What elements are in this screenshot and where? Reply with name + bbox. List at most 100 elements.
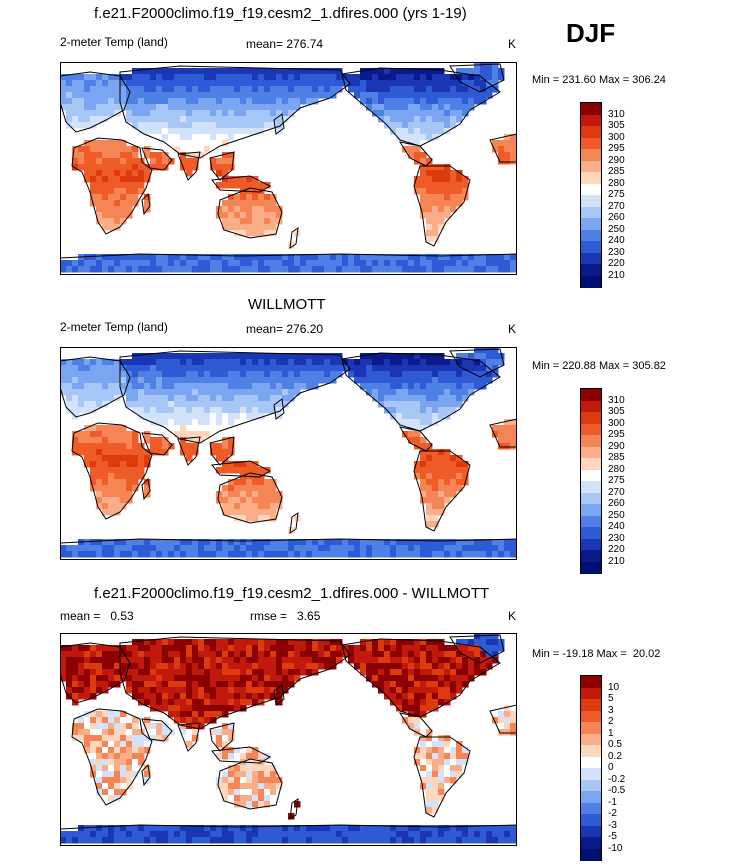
grid-cell <box>222 80 229 87</box>
grid-cell <box>162 735 169 742</box>
grid-cell <box>144 825 151 832</box>
grid-cell <box>90 551 97 558</box>
coastline-africa <box>71 708 153 806</box>
grid-cell <box>306 831 313 838</box>
grid-cell <box>174 825 181 832</box>
grid-cell <box>444 254 451 261</box>
grid-cell <box>78 80 85 87</box>
grid-cell <box>186 693 193 700</box>
grid-cell <box>174 371 181 378</box>
grid-cell <box>150 110 157 117</box>
grid-cell <box>180 122 187 129</box>
grid-cell <box>192 140 199 147</box>
grid-cell <box>216 182 223 189</box>
grid-cell <box>354 80 361 87</box>
grid-cell <box>72 146 79 153</box>
grid-cell <box>126 687 133 694</box>
grid-cell <box>150 164 157 171</box>
grid-cell <box>120 645 127 652</box>
grid-cell <box>120 777 127 784</box>
grid-cell <box>180 146 187 153</box>
grid-cell <box>258 693 265 700</box>
grid-cell <box>234 122 241 129</box>
grid-cell <box>240 503 247 510</box>
grid-cell <box>240 765 247 772</box>
grid-cell <box>210 425 217 432</box>
grid-cell <box>96 717 103 724</box>
grid-cell <box>342 545 349 552</box>
grid-cell <box>162 122 169 129</box>
grid-cell <box>180 68 187 75</box>
grid-cell <box>186 705 193 712</box>
grid-cell <box>162 116 169 123</box>
grid-cell <box>396 545 403 552</box>
grid-cell <box>288 825 295 832</box>
grid-cell <box>120 831 127 838</box>
grid-cell <box>294 266 301 273</box>
grid-cell <box>318 837 325 844</box>
grid-cell <box>372 98 379 105</box>
grid-cell <box>462 467 469 474</box>
grid-cell <box>468 831 475 838</box>
grid-cell <box>276 837 283 844</box>
grid-cell <box>222 158 229 165</box>
grid-cell <box>84 461 91 468</box>
grid-cell <box>270 503 277 510</box>
grid-cell <box>72 74 79 81</box>
grid-cell <box>426 86 433 93</box>
grid-cell <box>192 80 199 87</box>
grid-cell <box>264 407 271 414</box>
grid-cell <box>72 80 79 87</box>
grid-cell <box>228 407 235 414</box>
grid-cell <box>372 74 379 81</box>
colorbar-swatch <box>581 745 601 757</box>
grid-cell <box>246 503 253 510</box>
colorbar-tick-label: 280 <box>608 177 625 189</box>
grid-cell <box>222 389 229 396</box>
grid-cell <box>438 194 445 201</box>
map-frame <box>60 633 517 846</box>
grid-cell <box>246 182 253 189</box>
grid-cell <box>390 699 397 706</box>
grid-cell <box>462 86 469 93</box>
grid-cell <box>216 212 223 219</box>
grid-cell <box>438 395 445 402</box>
grid-cell <box>150 377 157 384</box>
grid-cell <box>450 765 457 772</box>
grid-cell <box>402 657 409 664</box>
grid-cell <box>198 675 205 682</box>
grid-cell <box>312 98 319 105</box>
grid-cell <box>486 539 493 546</box>
grid-cell <box>120 218 127 225</box>
grid-cell <box>462 825 469 832</box>
grid-cell <box>138 104 145 111</box>
grid-cell <box>78 359 85 366</box>
grid-cell <box>132 152 139 159</box>
grid-cell <box>492 545 499 552</box>
grid-cell <box>96 729 103 736</box>
grid-cell <box>108 383 115 390</box>
grid-cell <box>174 353 181 360</box>
grid-cell <box>216 693 223 700</box>
grid-cell <box>108 206 115 213</box>
grid-cell <box>330 837 337 844</box>
grid-cell <box>426 831 433 838</box>
grid-cell <box>132 479 139 486</box>
grid-cell <box>360 831 367 838</box>
grid-cell <box>498 266 505 273</box>
grid-cell <box>168 545 175 552</box>
grid-cell <box>240 401 247 408</box>
grid-cell <box>90 254 97 261</box>
grid-cell <box>186 140 193 147</box>
grid-cell <box>438 687 445 694</box>
grid-cell <box>456 365 463 372</box>
grid-cell <box>96 371 103 378</box>
grid-cell <box>504 729 511 736</box>
grid-cell <box>402 401 409 408</box>
grid-cell <box>108 194 115 201</box>
grid-cell <box>402 705 409 712</box>
grid-cell <box>468 254 475 261</box>
grid-cell <box>414 140 421 147</box>
grid-cell <box>420 753 427 760</box>
grid-cell <box>432 777 439 784</box>
